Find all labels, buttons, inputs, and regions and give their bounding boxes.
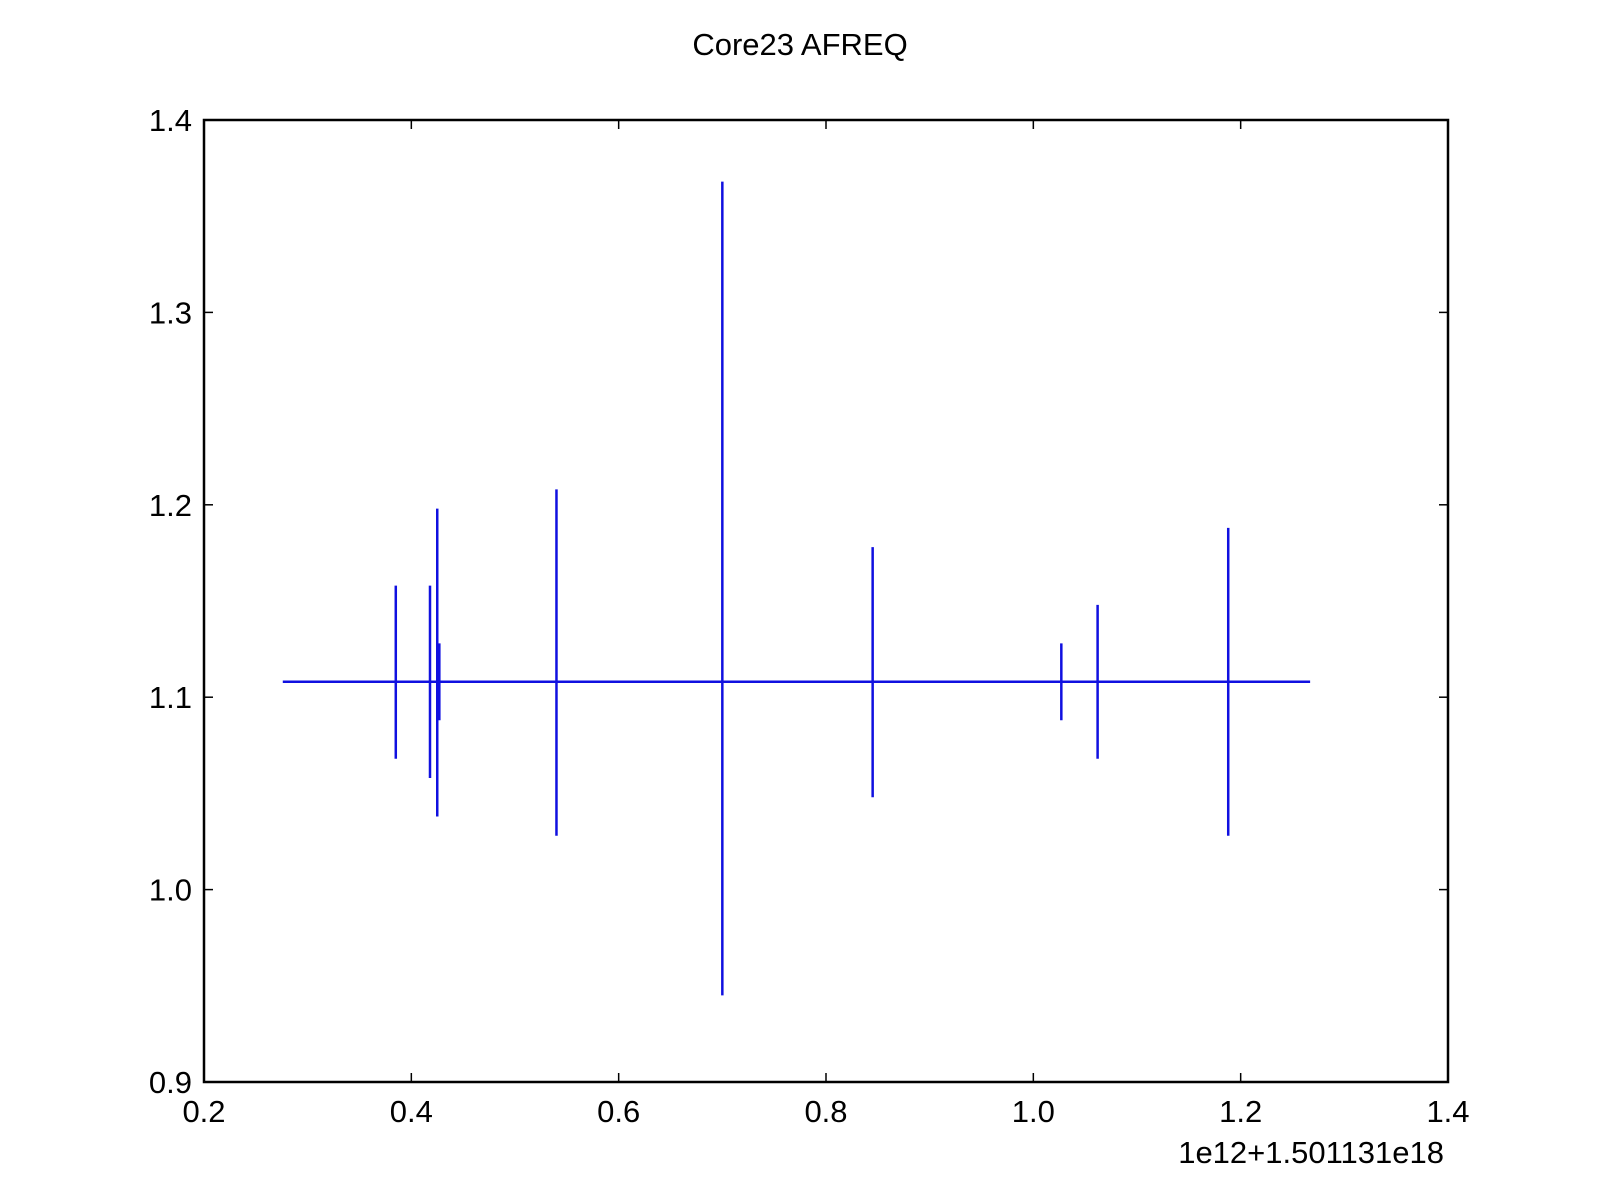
x-tick-label: 0.8 bbox=[804, 1094, 847, 1129]
plot-area bbox=[282, 181, 1311, 996]
y-tick-label: 1.2 bbox=[149, 488, 192, 523]
axis-ticks: 0.2 0.4 0.6 0.8 1.0 1.2 1.4 0.9 1.0 1.1 1.2 1.3 1.4 bbox=[149, 103, 1470, 1129]
x-tick-label: 0.6 bbox=[597, 1094, 640, 1129]
chart-title: Core23 AFREQ bbox=[692, 27, 907, 62]
x-tick-label: 1.0 bbox=[1012, 1094, 1055, 1129]
axes-frame bbox=[202, 118, 1450, 1084]
y-tick-label: 1.4 bbox=[149, 103, 192, 138]
x-tick-label: 1.2 bbox=[1219, 1094, 1262, 1129]
y-tick-label: 1.0 bbox=[149, 873, 192, 908]
x-tick-label: 0.2 bbox=[182, 1094, 225, 1129]
y-tick-label: 1.1 bbox=[149, 680, 192, 715]
x-tick-label: 1.4 bbox=[1426, 1094, 1469, 1129]
y-tick-label: 0.9 bbox=[149, 1065, 192, 1100]
x-tick-label: 0.4 bbox=[390, 1094, 433, 1129]
x-axis-offset-label: 1e12+1.501131e18 bbox=[1178, 1135, 1444, 1170]
y-tick-label: 1.3 bbox=[149, 295, 192, 330]
